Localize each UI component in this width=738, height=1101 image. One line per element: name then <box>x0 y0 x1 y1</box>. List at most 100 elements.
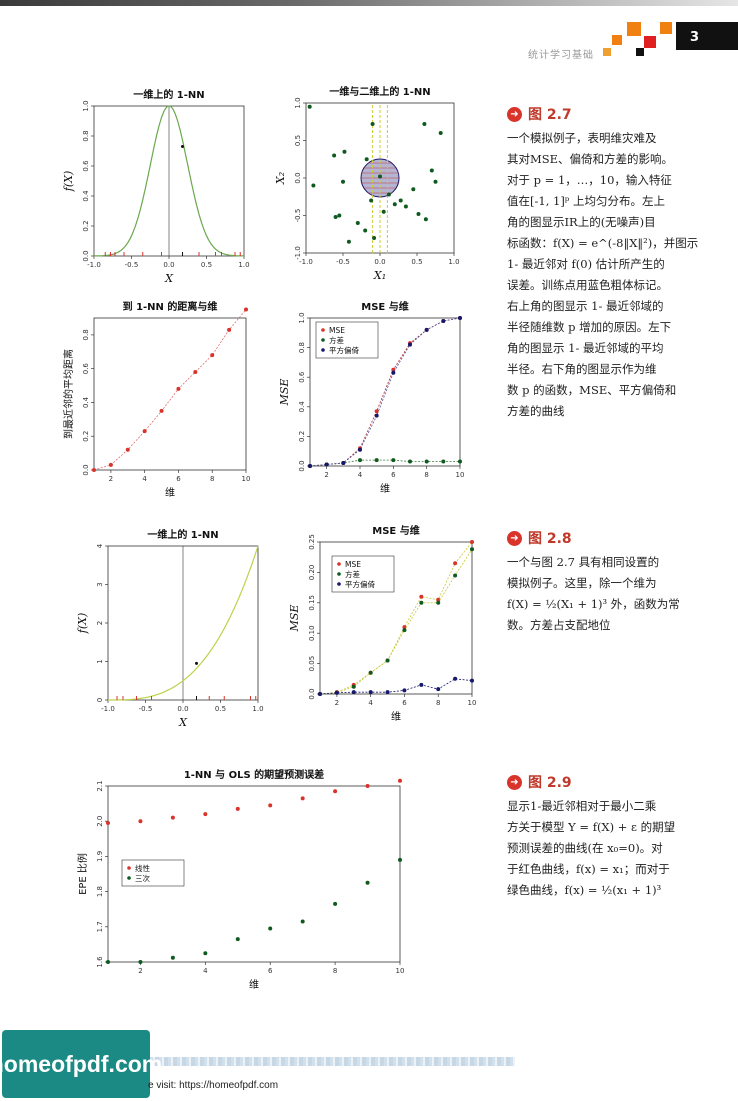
legend-marker <box>321 328 325 332</box>
caption-line: f(X) = ½(X₁ + 1)³ 外，函数为常 <box>507 597 680 611</box>
data-point <box>106 820 110 825</box>
x-tick-label: 0.0 <box>177 705 188 713</box>
caption-line: 绿色曲线，f(x) = ½(x₁ + 1)³ <box>507 883 662 897</box>
series-line <box>309 459 460 467</box>
data-point <box>341 461 346 466</box>
legend-label: MSE <box>345 560 361 569</box>
plot-frame <box>309 317 461 467</box>
data-point <box>324 462 329 467</box>
x-axis-label: X₁ <box>373 269 386 282</box>
data-point <box>374 413 379 418</box>
scatter-point <box>403 204 408 209</box>
caption-line: 1- 最近邻对 f(0) 估计所产生的 <box>507 257 665 271</box>
legend-marker <box>337 572 341 576</box>
caption-line: 模拟例子。这里，除一个维为 <box>507 576 657 590</box>
x-tick-label: 0.0 <box>163 261 174 269</box>
x-tick-label: 8 <box>436 699 440 707</box>
y-tick-label: 0.15 <box>308 595 316 611</box>
chart-mse-vs-dimension-2: MSE 与维 2 4 6 8 10 0.0 0.05 0.10 0.15 0.20 0.25 维 MSE M… <box>276 518 482 740</box>
data-point <box>402 688 407 693</box>
x-tick-label: 2 <box>324 471 328 479</box>
y-axis-label: MSE <box>288 605 301 633</box>
y-tick-label: 1 <box>96 659 104 663</box>
data-point <box>351 684 356 689</box>
caption-line: 右上角的图显示 1- 最近邻域的 <box>507 299 664 313</box>
x-tick-label: 0.0 <box>374 258 385 266</box>
caption-body: 一个与图 2.7 具有相同设置的 模拟例子。这里，除一个维为 f(X) = ½(X₁… <box>507 552 707 636</box>
x-axis-label: X <box>178 716 188 729</box>
legend-label: 线性 <box>135 863 150 873</box>
scatter-point <box>370 122 375 126</box>
deco-square <box>660 22 672 34</box>
chart-title: 1-NN 与 OLS 的期望预测误差 <box>184 768 324 781</box>
data-point <box>334 690 339 695</box>
scatter-point <box>311 183 316 188</box>
chart-title: 一维上的 1-NN <box>147 528 218 541</box>
y-tick-label: 1.7 <box>96 921 104 932</box>
scatter-point <box>363 228 368 233</box>
y-axis-label: f(X) <box>62 171 75 193</box>
nn-point <box>181 145 184 148</box>
data-point <box>453 573 458 578</box>
data-point <box>368 670 373 675</box>
footer-strip <box>150 1057 515 1066</box>
caption-line: 预测误差的曲线(在 x₀=0)。对 <box>507 841 663 855</box>
scatter-point <box>429 168 434 173</box>
arrow-icon: ➜ <box>507 106 522 122</box>
data-point <box>458 459 462 464</box>
x-tick-label: 4 <box>368 699 373 707</box>
data-point <box>227 327 232 332</box>
data-point <box>235 806 240 811</box>
data-point <box>210 353 215 358</box>
y-tick-label: 0.5 <box>294 135 302 146</box>
x-tick-label: 2 <box>138 967 142 975</box>
series-line <box>309 317 461 467</box>
data-point <box>308 464 312 468</box>
chart-distance-vs-dimension: 到 1-NN 的距离与维 2 4 6 8 10 0.0 0.2 0.4 0.6 0.8 维 到最近邻的平… <box>58 300 258 510</box>
chart-epe-ratio: 1-NN 与 OLS 的期望预测误差 2 4 6 8 10 1.6 1.7 1.8 1.9 2.0 2… <box>76 764 410 1000</box>
arrow-icon: ➜ <box>507 530 522 546</box>
y-tick-label: 0.2 <box>82 431 90 442</box>
y-tick-label: 0.10 <box>308 625 316 641</box>
data-point <box>424 459 429 464</box>
running-header: 统计学习基础 <box>528 50 594 61</box>
caption-line: 方差的曲线 <box>507 404 565 418</box>
site-logo[interactable]: homeofpdf.com <box>0 1030 162 1098</box>
data-point <box>458 316 462 320</box>
data-point <box>436 597 441 602</box>
scatter-point <box>337 213 342 218</box>
caption-label: 图 2.7 <box>528 107 572 123</box>
y-tick-label: 0.8 <box>82 130 90 141</box>
data-point <box>125 447 130 452</box>
legend-box <box>331 555 395 593</box>
x-tick-label: 0.5 <box>201 261 212 269</box>
x-tick-label: 6 <box>176 475 181 483</box>
y-tick-label: 3 <box>96 582 104 586</box>
data-point <box>368 690 373 695</box>
data-point <box>203 812 208 817</box>
caption-line: 半径。右下角的图显示作为维 <box>507 362 657 376</box>
data-point <box>436 600 441 605</box>
scatter-point <box>341 179 345 184</box>
data-point <box>244 307 248 312</box>
deco-square <box>644 36 656 48</box>
x-tick-label: -1.0 <box>299 258 313 266</box>
y-tick-label: 1.9 <box>96 851 104 862</box>
legend-marker <box>127 876 131 880</box>
series-line <box>108 781 400 823</box>
data-point <box>408 342 412 347</box>
y-tick-label: 2.1 <box>96 780 104 791</box>
legend-marker <box>321 348 325 352</box>
scatter-point <box>423 217 428 222</box>
y-tick-label: 0.20 <box>308 565 316 581</box>
scatter-point <box>411 187 416 192</box>
caption-label: 图 2.9 <box>528 775 572 791</box>
plot-frame <box>319 541 473 695</box>
data-point <box>300 796 305 801</box>
y-axis-label: 到最近邻的平均距离 <box>62 349 75 439</box>
data-point <box>318 692 322 696</box>
caption-line: 显示1-最近邻相对于最小二乘 <box>507 799 657 813</box>
data-point <box>358 458 362 463</box>
plot-frame <box>93 317 247 471</box>
visit-link[interactable]: e visit: https://homeofpdf.com <box>148 1080 279 1091</box>
